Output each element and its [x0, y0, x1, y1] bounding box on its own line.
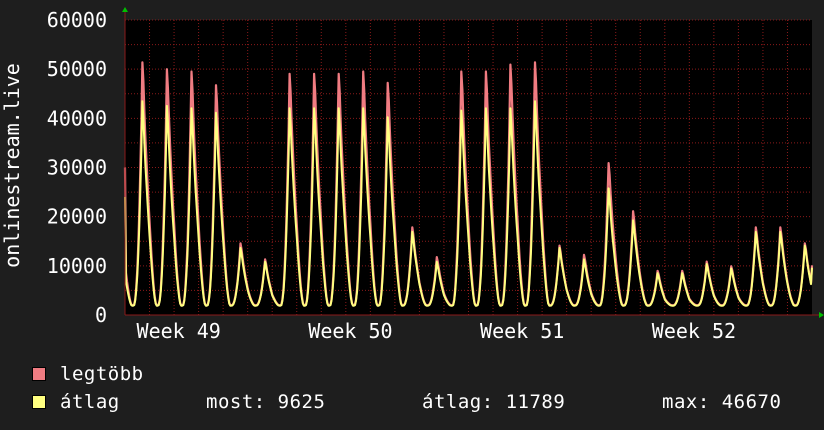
y-tick-label: 20000 [47, 205, 107, 229]
legend-max-label: legtöbb [60, 363, 144, 385]
legend-max: legtöbb [32, 363, 144, 385]
x-axis-arrow [819, 312, 824, 318]
y-tick-label: 0 [95, 303, 107, 327]
y-axis-arrow [122, 7, 128, 12]
legend-avg-label: átlag [60, 391, 120, 413]
stat-now: most: 9625 [206, 391, 326, 413]
legend-max-swatch [32, 367, 46, 381]
y-tick-label: 50000 [47, 57, 107, 81]
series-line-atlag [124, 100, 813, 307]
y-tick-label: 60000 [47, 8, 107, 32]
legend-avg: átlag [32, 391, 120, 413]
x-tick-label: Week 52 [652, 319, 736, 343]
stat-average: átlag: 11789 [422, 391, 566, 413]
legend-avg-swatch [32, 395, 46, 409]
stat-max: max: 46670 [662, 391, 782, 413]
traffic-chart: 0 10000 20000 30000 40000 50000 60000 Week 49 We… [0, 7, 824, 343]
y-tick-label: 10000 [47, 254, 107, 278]
x-tick-label: Week 49 [137, 319, 221, 343]
y-axis-title: onlinestream.live [0, 63, 24, 268]
x-tick-label: Week 51 [480, 319, 564, 343]
y-tick-label: 40000 [47, 106, 107, 130]
y-tick-label: 30000 [47, 156, 107, 180]
x-tick-label: Week 50 [308, 319, 392, 343]
